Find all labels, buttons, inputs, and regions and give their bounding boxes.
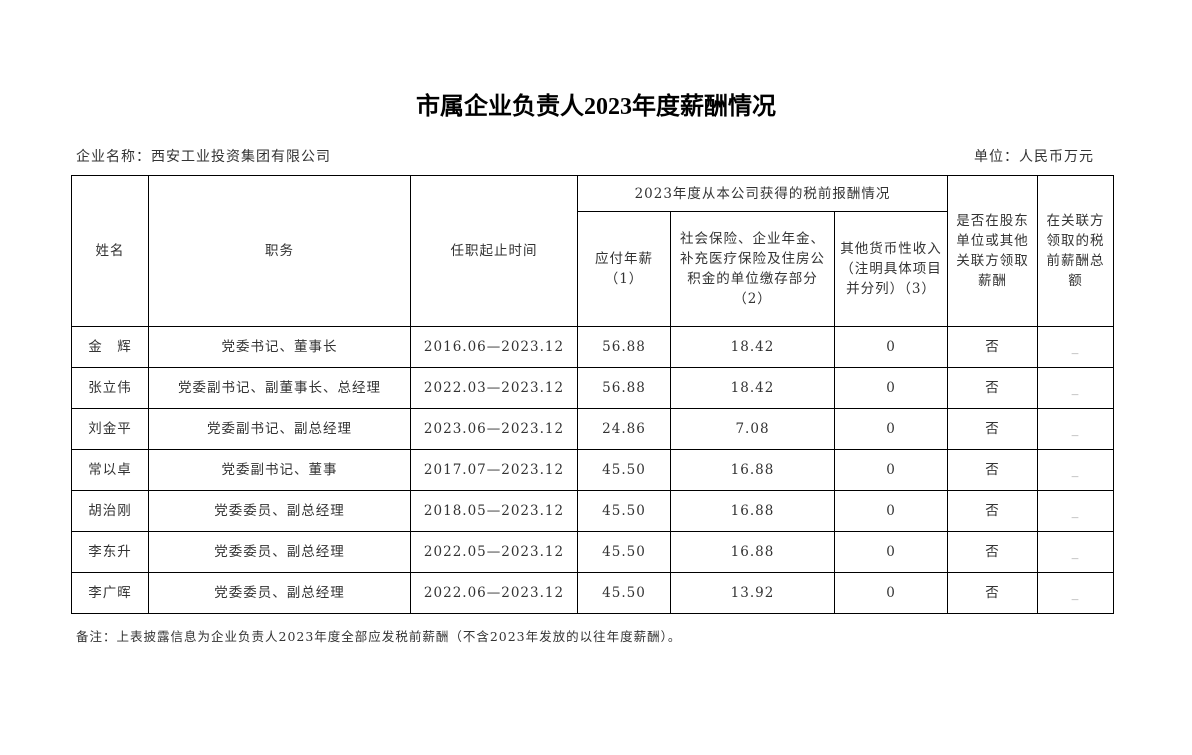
cell-insurance: 7.08	[670, 408, 835, 450]
cell-name: 胡治刚	[71, 490, 149, 532]
cell-name: 张立伟	[71, 367, 149, 409]
cell-related: _	[1037, 326, 1115, 368]
cell-related: _	[1037, 408, 1115, 450]
cell-term: 2016.06—2023.12	[410, 326, 578, 368]
table-row: 李东升 党委委员、副总经理 2022.05—2023.12 45.50 16.88 0 否 _	[71, 531, 1115, 573]
cell-position: 党委委员、副总经理	[148, 490, 411, 532]
table-row: 胡治刚 党委委员、副总经理 2018.05—2023.12 45.50 16.88 0 否 _	[71, 490, 1115, 532]
cell-shareholder: 否	[947, 326, 1039, 368]
cell-position: 党委副书记、副董事长、总经理	[148, 367, 411, 409]
cell-insurance: 16.88	[670, 531, 835, 573]
cell-name: 李广晖	[71, 572, 149, 614]
header-position: 职务	[148, 175, 411, 327]
header-name: 姓名	[71, 175, 149, 327]
cell-name: 刘金平	[71, 408, 149, 450]
header-term: 任职起止时间	[410, 175, 578, 327]
cell-related: _	[1037, 367, 1115, 409]
cell-term: 2018.05—2023.12	[410, 490, 578, 532]
cell-salary: 45.50	[577, 531, 671, 573]
cell-shareholder: 否	[947, 490, 1039, 532]
cell-salary: 45.50	[577, 490, 671, 532]
cell-name: 李东升	[71, 531, 149, 573]
header-related: 在关联方领取的税前薪酬总额	[1037, 175, 1115, 327]
cell-shareholder: 否	[947, 408, 1039, 450]
table-row: 李广晖 党委委员、副总经理 2022.06—2023.12 45.50 13.92 0 否 _	[71, 572, 1115, 614]
cell-name: 常以卓	[71, 449, 149, 491]
page-title: 市属企业负责人2023年度薪酬情况	[416, 94, 776, 120]
cell-term: 2022.05—2023.12	[410, 531, 578, 573]
header-insurance: 社会保险、企业年金、补充医疗保险及住房公积金的单位缴存部分（2）	[670, 211, 835, 327]
cell-insurance: 18.42	[670, 367, 835, 409]
cell-insurance: 16.88	[670, 449, 835, 491]
cell-position: 党委委员、副总经理	[148, 572, 411, 614]
table-row: 刘金平 党委副书记、副总经理 2023.06—2023.12 24.86 7.08 0 否 _	[71, 408, 1115, 450]
cell-position: 党委副书记、副总经理	[148, 408, 411, 450]
table-row: 金 辉党委书记、董事长 2016.06—2023.12 56.88 18.42 0 否 _	[71, 326, 1115, 368]
cell-shareholder: 否	[947, 531, 1039, 573]
cell-position: 党委委员、副总经理	[148, 531, 411, 573]
cell-term: 2017.07—2023.12	[410, 449, 578, 491]
header-group: 2023年度从本公司获得的税前报酬情况	[576, 175, 949, 212]
cell-other: 0	[833, 572, 949, 614]
cell-related: _	[1037, 490, 1115, 532]
cell-shareholder: 否	[947, 572, 1039, 614]
cell-salary: 45.50	[577, 449, 671, 491]
company-name: 企业名称：西安工业投资集团有限公司	[76, 149, 331, 165]
cell-other: 0	[833, 367, 949, 409]
header-salary: 应付年薪（1）	[577, 211, 671, 327]
cell-insurance: 16.88	[670, 490, 835, 532]
table-row: 常以卓 党委副书记、董事 2017.07—2023.12 45.50 16.88 0 否 _	[71, 449, 1115, 491]
cell-other: 0	[833, 449, 949, 491]
cell-insurance: 18.42	[670, 326, 835, 368]
cell-salary: 56.88	[577, 367, 671, 409]
cell-salary: 24.86	[577, 408, 671, 450]
cell-insurance: 13.92	[670, 572, 835, 614]
cell-term: 2023.06—2023.12	[410, 408, 578, 450]
cell-term: 2022.03—2023.12	[410, 367, 578, 409]
footnote: 备注：上表披露信息为企业负责人2023年度全部应发税前薪酬（不含2023年发放的…	[76, 629, 682, 644]
cell-other: 0	[833, 326, 949, 368]
cell-position: 党委副书记、董事	[148, 449, 411, 491]
cell-position: 党委书记、董事长	[148, 326, 411, 368]
cell-related: _	[1037, 572, 1115, 614]
cell-related: _	[1037, 449, 1115, 491]
cell-salary: 45.50	[577, 572, 671, 614]
cell-other: 0	[833, 531, 949, 573]
cell-name: 金 辉	[71, 326, 149, 368]
cell-other: 0	[833, 490, 949, 532]
header-shareholder: 是否在股东单位或其他关联方领取薪酬	[947, 175, 1039, 327]
cell-term: 2022.06—2023.12	[410, 572, 578, 614]
cell-shareholder: 否	[947, 449, 1039, 491]
salary-table: 姓名 职务 任职起止时间 2023年度从本公司获得的税前报酬情况 是否在股东单位…	[71, 175, 1115, 614]
table-row: 张立伟 党委副书记、副董事长、总经理 2022.03—2023.12 56.88 18.…	[71, 367, 1115, 409]
unit-label: 单位：人民币万元	[974, 149, 1094, 165]
cell-salary: 56.88	[577, 326, 671, 368]
header-other: 其他货币性收入（注明具体项目并分列）（3）	[833, 211, 949, 327]
cell-shareholder: 否	[947, 367, 1039, 409]
cell-related: _	[1037, 531, 1115, 573]
cell-other: 0	[833, 408, 949, 450]
